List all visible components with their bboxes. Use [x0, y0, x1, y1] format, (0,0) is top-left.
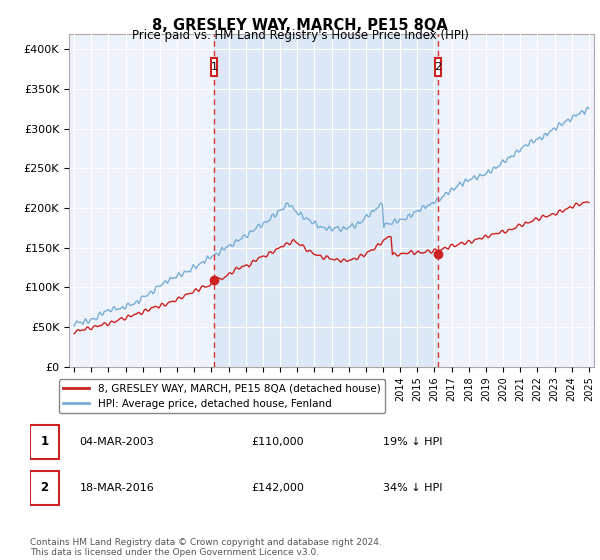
- Text: 2: 2: [434, 62, 442, 72]
- Legend: 8, GRESLEY WAY, MARCH, PE15 8QA (detached house), HPI: Average price, detached h: 8, GRESLEY WAY, MARCH, PE15 8QA (detache…: [59, 380, 385, 413]
- FancyBboxPatch shape: [30, 470, 59, 505]
- Text: 8, GRESLEY WAY, MARCH, PE15 8QA: 8, GRESLEY WAY, MARCH, PE15 8QA: [152, 18, 448, 33]
- Text: £142,000: £142,000: [251, 483, 304, 493]
- Text: 34% ↓ HPI: 34% ↓ HPI: [383, 483, 443, 493]
- Text: 2: 2: [40, 482, 49, 494]
- Text: £110,000: £110,000: [251, 437, 304, 447]
- Text: 1: 1: [211, 62, 218, 72]
- Text: 1: 1: [40, 435, 49, 449]
- FancyBboxPatch shape: [211, 58, 217, 76]
- Text: 04-MAR-2003: 04-MAR-2003: [80, 437, 154, 447]
- Text: Price paid vs. HM Land Registry's House Price Index (HPI): Price paid vs. HM Land Registry's House …: [131, 29, 469, 42]
- Text: 19% ↓ HPI: 19% ↓ HPI: [383, 437, 443, 447]
- Bar: [214, 34, 438, 367]
- Text: 18-MAR-2016: 18-MAR-2016: [80, 483, 154, 493]
- Text: Contains HM Land Registry data © Crown copyright and database right 2024.
This d: Contains HM Land Registry data © Crown c…: [30, 538, 382, 557]
- FancyBboxPatch shape: [435, 58, 441, 76]
- FancyBboxPatch shape: [30, 424, 59, 459]
